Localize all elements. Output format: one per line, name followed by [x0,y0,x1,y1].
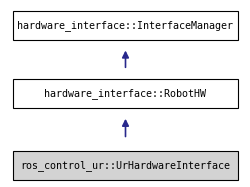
Text: ros_control_ur::UrHardwareInterface: ros_control_ur::UrHardwareInterface [20,160,230,171]
FancyBboxPatch shape [12,151,237,180]
FancyBboxPatch shape [12,11,237,40]
FancyBboxPatch shape [12,79,237,108]
Text: hardware_interface::InterfaceManager: hardware_interface::InterfaceManager [18,20,233,31]
Text: hardware_interface::RobotHW: hardware_interface::RobotHW [44,88,206,99]
